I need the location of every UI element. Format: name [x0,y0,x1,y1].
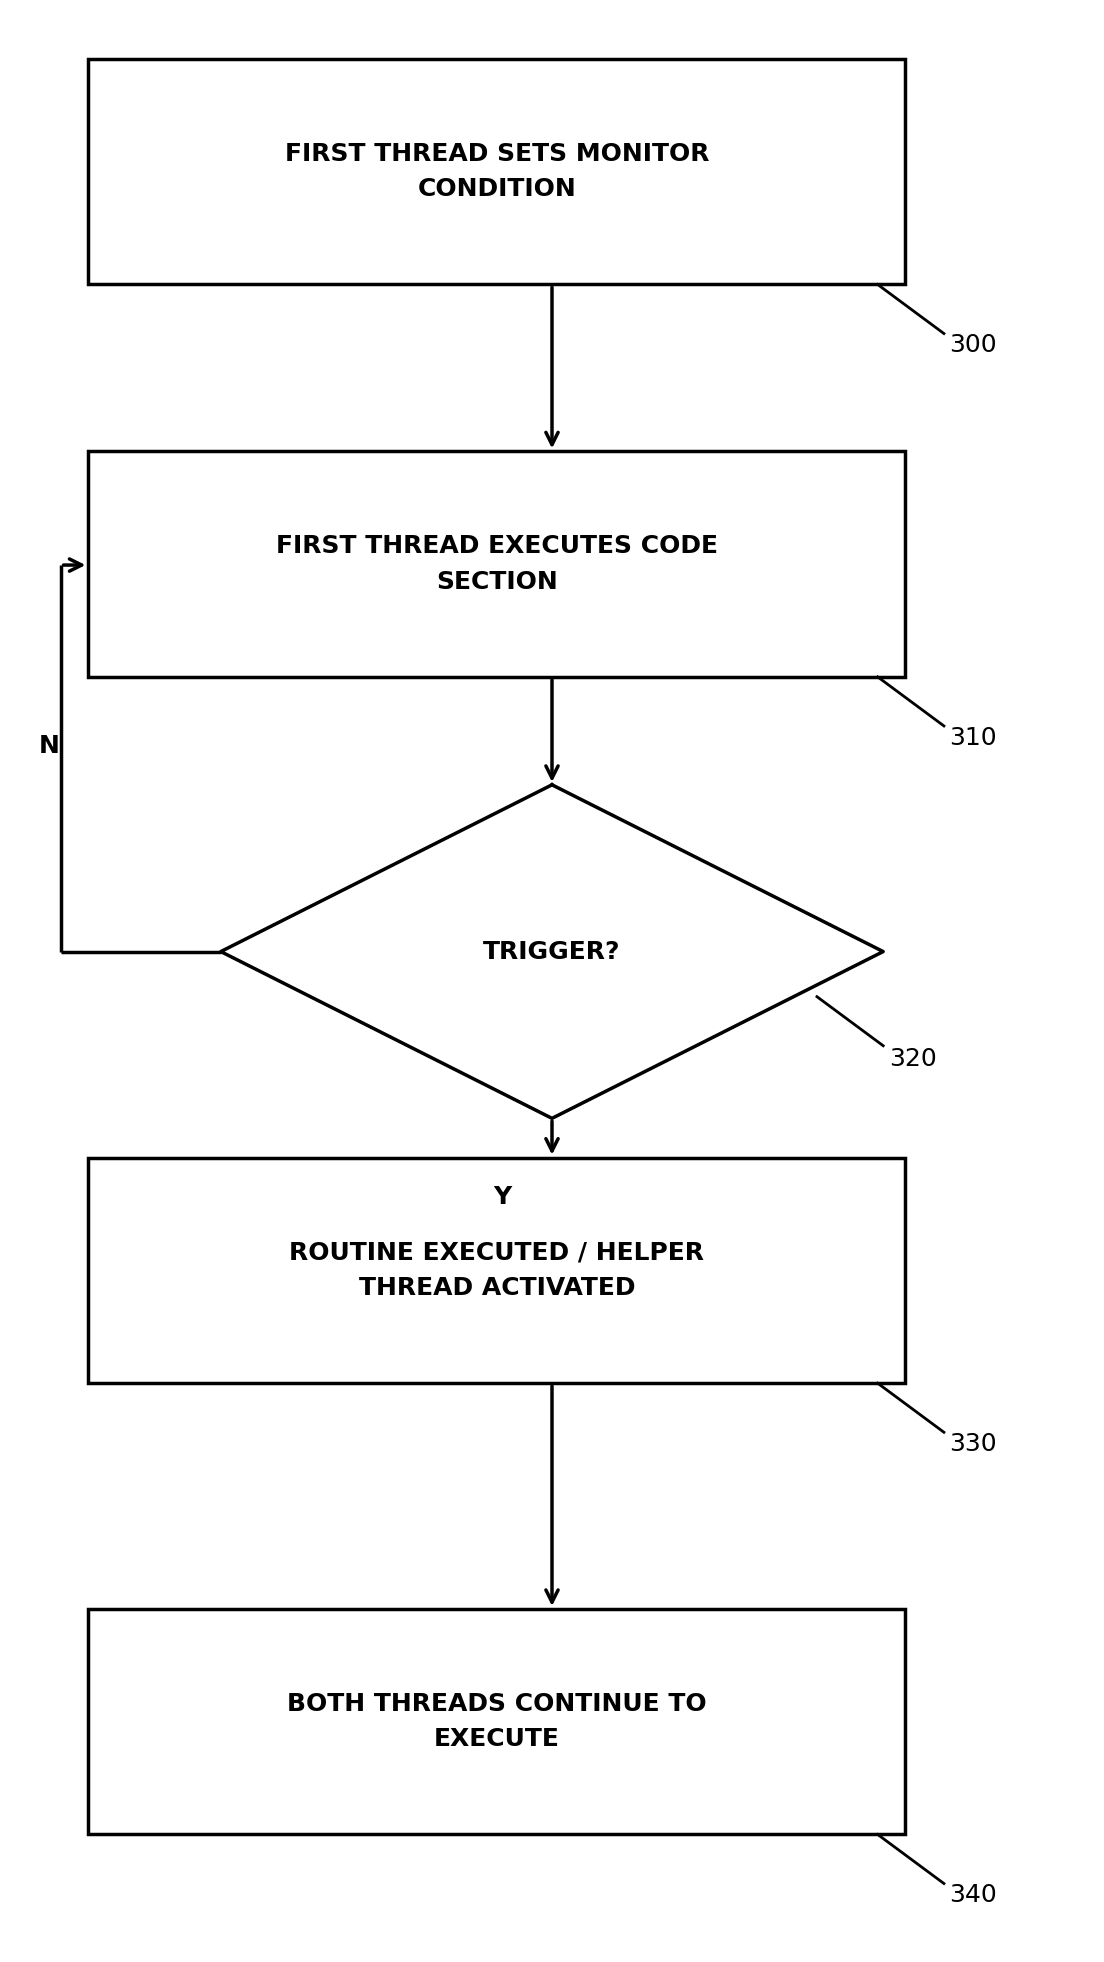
Text: FIRST THREAD EXECUTES CODE
SECTION: FIRST THREAD EXECUTES CODE SECTION [276,534,718,594]
Bar [88,1609,905,1834]
Text: 310: 310 [949,726,997,749]
Text: 330: 330 [949,1432,997,1456]
Text: Y: Y [493,1185,511,1209]
Polygon shape [221,785,883,1118]
Bar [88,451,905,677]
Bar [88,1158,905,1383]
Text: BOTH THREADS CONTINUE TO
EXECUTE: BOTH THREADS CONTINUE TO EXECUTE [287,1691,707,1752]
Text: 320: 320 [889,1048,936,1071]
Text: 300: 300 [949,334,997,357]
Text: TRIGGER?: TRIGGER? [484,940,620,963]
Text: ROUTINE EXECUTED / HELPER
THREAD ACTIVATED: ROUTINE EXECUTED / HELPER THREAD ACTIVAT… [289,1240,704,1301]
Text: FIRST THREAD SETS MONITOR
CONDITION: FIRST THREAD SETS MONITOR CONDITION [285,141,709,202]
Text: N: N [40,734,60,757]
Text: 340: 340 [949,1884,997,1907]
Bar [88,59,905,284]
